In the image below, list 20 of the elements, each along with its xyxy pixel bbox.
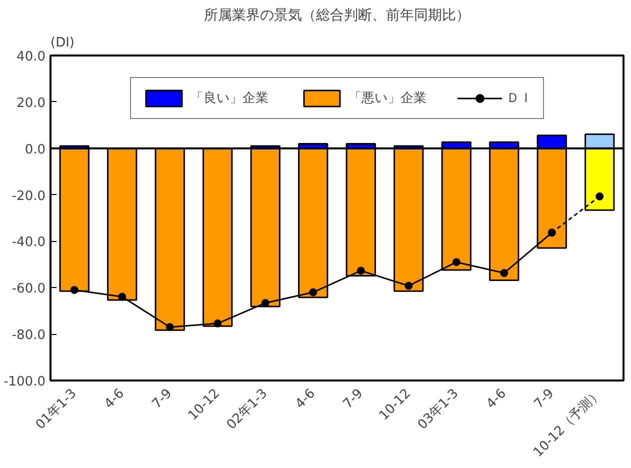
y-axis-title: (DI) (50, 36, 74, 50)
y-tick-label: -60.0 (12, 282, 46, 297)
y-tick-label: -80.0 (12, 328, 46, 344)
y-tick-label: -20.0 (12, 188, 46, 204)
x-tick-label: 02年1-3 (224, 386, 271, 433)
legend-label: 「悪い」企業 (348, 90, 426, 107)
x-tick-label: 03年1-3 (415, 386, 462, 433)
x-tick-label: 7-9 (150, 386, 176, 412)
x-tick-label: 4-6 (484, 386, 510, 412)
legend-label: 「良い」企業 (190, 90, 268, 107)
x-tick-label: 4-6 (102, 386, 128, 412)
y-tick-label: 0.0 (24, 142, 46, 158)
x-tick-label: 7-9 (532, 386, 558, 412)
y-tick-label: 40.0 (16, 50, 46, 64)
chart-title: 所属業界の景気（総合判断、前年同期比） (204, 8, 470, 24)
legend-label: ＤＩ (506, 90, 532, 107)
y-tick-label: 20.0 (16, 96, 46, 111)
y-tick-label: -40.0 (12, 235, 46, 250)
x-tick-label: 4-6 (292, 386, 318, 412)
x-tick-label: 7-9 (340, 386, 366, 412)
